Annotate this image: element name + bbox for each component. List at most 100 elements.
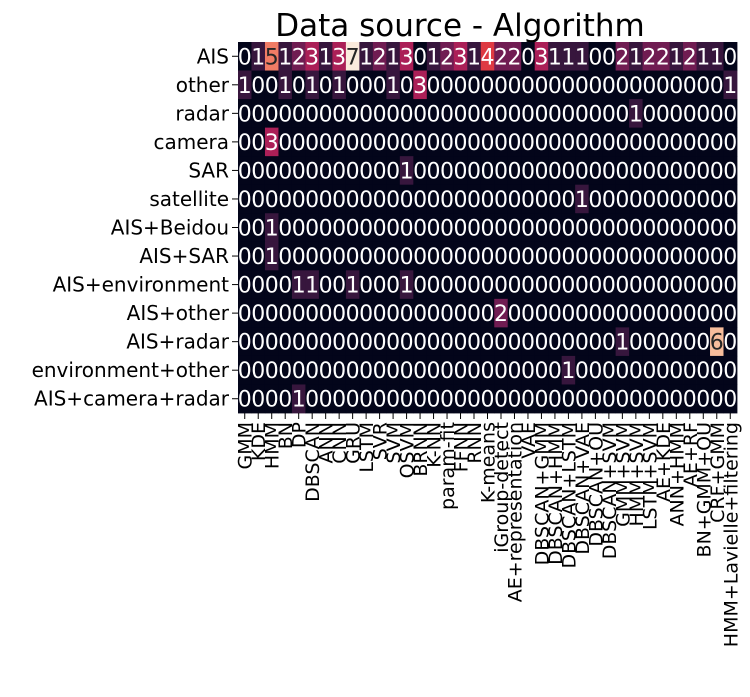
heatmap-cell: [548, 270, 563, 300]
cell-value-label: 0: [481, 274, 495, 299]
cell-value-label: 0: [696, 359, 710, 384]
cell-value-label: 3: [265, 131, 279, 156]
row-label: AIS+SAR: [139, 244, 229, 268]
cell-value-label: 0: [507, 331, 521, 356]
cell-value-label: 0: [521, 359, 535, 384]
heatmap-cell: [656, 213, 670, 243]
column-label: OSVM: [397, 422, 419, 478]
heatmap-cell: [372, 270, 387, 300]
cell-value-label: 3: [534, 45, 548, 70]
heatmap-cell: [588, 70, 603, 100]
cell-value-label: 0: [251, 388, 265, 413]
heatmap-cell: [723, 213, 738, 243]
heatmap-cell: [399, 156, 414, 186]
cell-value-label: 0: [561, 331, 575, 356]
heatmap-cell: [264, 127, 279, 157]
heatmap-cell: [494, 127, 509, 157]
cell-value-label: 0: [346, 74, 360, 99]
cell-value-label: 0: [373, 274, 387, 299]
heatmap-cell: [521, 70, 536, 100]
heatmap-cell: [426, 213, 441, 243]
heatmap-cell: [453, 184, 468, 214]
cell-value-label: 0: [534, 131, 548, 156]
row-label: radar: [175, 101, 229, 125]
cell-value-label: 0: [696, 302, 710, 327]
heatmap-cell: [238, 42, 252, 71]
cell-value-label: 0: [251, 274, 265, 299]
heatmap-cell: [386, 298, 401, 328]
cell-value-label: 0: [440, 302, 454, 327]
heatmap-cell: [278, 70, 293, 100]
heatmap-cell: [602, 241, 617, 271]
cell-value-label: 0: [669, 331, 683, 356]
cell-value-label: 0: [413, 359, 427, 384]
heatmap-cell: [507, 184, 522, 214]
cell-value-label: 2: [440, 45, 454, 70]
cell-value-label: 0: [683, 217, 697, 242]
heatmap-cell: [602, 70, 617, 100]
heatmap-cell: [507, 327, 522, 357]
heatmap-cell: [629, 384, 643, 414]
heatmap-cell: [399, 213, 414, 243]
heatmap-cell: [561, 270, 576, 300]
heatmap-cell: [467, 42, 482, 71]
heatmap-cell: [359, 270, 374, 300]
heatmap-cell: [723, 99, 738, 129]
heatmap-cell: [669, 241, 684, 271]
cell-value-label: 6: [710, 331, 724, 356]
heatmap-cell: [683, 156, 697, 186]
cell-value-label: 0: [723, 388, 737, 413]
column-label: ANN+HMM: [666, 422, 688, 526]
heatmap-cell: [534, 241, 549, 271]
cell-value-label: 0: [305, 388, 319, 413]
cell-value-label: 0: [400, 331, 414, 356]
heatmap-cell: [534, 70, 549, 100]
heatmap-cell: [453, 384, 468, 414]
cell-value-label: 0: [413, 217, 427, 242]
cell-value-label: 0: [534, 217, 548, 242]
heatmap-cell: [696, 184, 711, 214]
heatmap-cell: [710, 156, 724, 186]
heatmap-cell: [588, 213, 603, 243]
heatmap-cell: [238, 156, 252, 186]
cell-value-label: 0: [575, 131, 589, 156]
heatmap-cell: [683, 270, 697, 300]
heatmap-cell: [561, 327, 576, 357]
cell-value-label: 0: [400, 302, 414, 327]
cell-value-label: 0: [427, 331, 441, 356]
heatmap-cell: [359, 241, 374, 271]
heatmap-cell: [723, 298, 738, 328]
column-label: K-NN: [424, 422, 446, 468]
column-label: GRU: [343, 422, 365, 464]
heatmap-cell: [318, 241, 333, 271]
column-label: FFNN: [451, 422, 473, 472]
heatmap-cell: [480, 127, 495, 157]
heatmap-cell: [399, 42, 414, 71]
heatmap-cell: [669, 355, 684, 385]
cell-value-label: 0: [683, 331, 697, 356]
cell-value-label: 0: [265, 331, 279, 356]
chart-title: Data source - Algorithm: [275, 8, 645, 44]
cell-value-label: 0: [642, 159, 656, 184]
heatmap-cell: [251, 184, 266, 214]
cell-value-label: 0: [602, 359, 616, 384]
heatmap-cell: [251, 298, 266, 328]
cell-value-label: 0: [400, 188, 414, 213]
cell-value-label: 0: [548, 302, 562, 327]
heatmap-cell: [238, 355, 252, 385]
heatmap-cell: [615, 355, 630, 385]
cell-value-label: 0: [575, 217, 589, 242]
cell-value-label: 1: [575, 188, 589, 213]
heatmap-cell: [588, 184, 603, 214]
column-label: DP: [289, 422, 311, 448]
cell-value-label: 0: [588, 74, 602, 99]
cell-value-label: 0: [521, 188, 535, 213]
heatmap-cell: [710, 241, 724, 271]
heatmap-cell: [534, 99, 549, 129]
heatmap-cell: [440, 156, 455, 186]
cell-value-label: 0: [481, 188, 495, 213]
cell-value-label: 0: [602, 274, 616, 299]
heatmap-cell: [453, 327, 468, 357]
cell-value-label: 0: [467, 217, 481, 242]
heatmap-cell: [710, 327, 724, 357]
